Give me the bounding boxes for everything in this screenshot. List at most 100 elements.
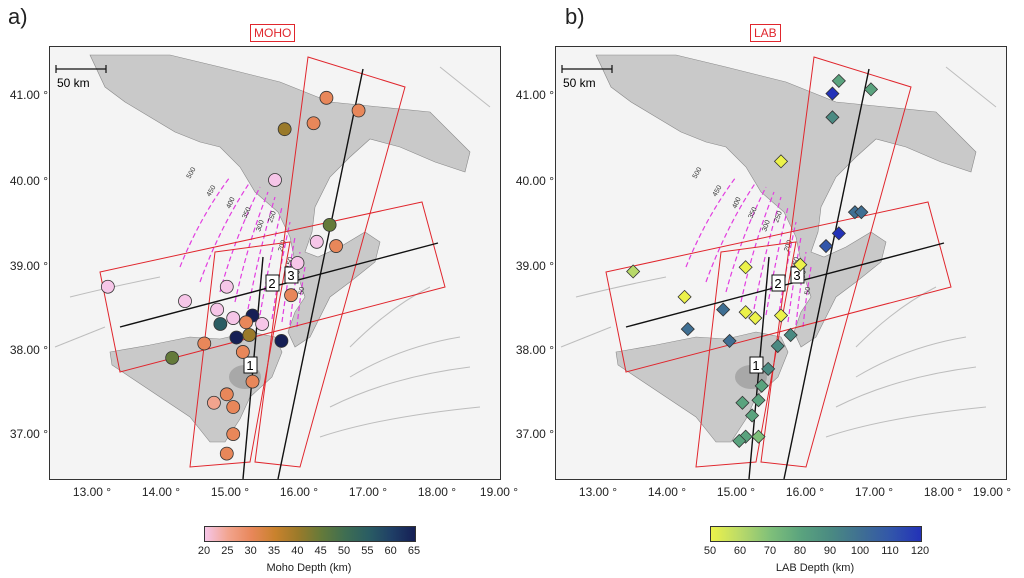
scale-bar: 50 km xyxy=(561,65,613,90)
moho-station-marker xyxy=(245,374,260,389)
panel-b-map-svg: 500 450 400 350 300 250 200 150 100 50 1… xyxy=(556,47,1006,479)
moho-station-marker xyxy=(268,173,282,187)
moho-station-marker xyxy=(306,116,321,131)
lon-tick: 19.00 ° xyxy=(479,485,519,499)
moho-colorbar-label: Moho Depth (km) xyxy=(266,562,352,574)
lab-stations xyxy=(626,73,879,448)
lon-tick: 15.00 ° xyxy=(210,485,250,499)
moho-colorbar xyxy=(204,526,416,542)
panel-b-letter: b) xyxy=(565,4,585,29)
lab-station-marker xyxy=(626,264,641,279)
moho-stations xyxy=(100,90,366,461)
colorbar-tick-label: 120 xyxy=(910,545,930,557)
profile-boxes xyxy=(99,56,446,468)
contour-label: 250 xyxy=(267,210,278,223)
lat-tick: 39.00 ° xyxy=(515,259,554,273)
lon-tick: 17.00 ° xyxy=(348,485,388,499)
lab-station-marker xyxy=(677,289,692,304)
lab-station-marker xyxy=(773,154,789,169)
lab-station-marker xyxy=(751,429,766,444)
lab-station-marker xyxy=(735,395,750,410)
colorbar-tick-label: 25 xyxy=(221,545,234,557)
lab-station-marker xyxy=(722,333,737,348)
panel-a-map: 500 450 400 350 300 250 200 150 100 50 1 xyxy=(49,46,501,480)
panel-a-title: MOHO xyxy=(250,24,296,42)
contour-label: 300 xyxy=(761,219,772,232)
profile-label-2: 2 xyxy=(774,276,781,291)
lab-station-marker xyxy=(831,226,846,241)
contour-label: 500 xyxy=(186,166,198,180)
contour-label: 250 xyxy=(773,210,784,223)
moho-station-marker xyxy=(165,350,180,365)
lon-tick: 13.00 ° xyxy=(578,485,618,499)
lab-station-marker xyxy=(751,393,766,408)
lon-tick: 16.00 ° xyxy=(785,485,825,499)
lab-station-marker xyxy=(745,408,760,423)
contour-labels: 500 450 400 350 300 250 200 150 100 50 xyxy=(186,166,307,295)
lab-station-marker xyxy=(732,433,747,448)
contour-label: 150 xyxy=(285,256,295,269)
panel-a-map-svg: 500 450 400 350 300 250 200 150 100 50 1 xyxy=(50,47,500,479)
panel-b-title: LAB xyxy=(750,24,781,42)
lat-tick: 37.00 ° xyxy=(515,427,554,441)
contour-label: 400 xyxy=(225,196,236,210)
lat-tick: 39.00 ° xyxy=(9,259,48,273)
colorbar-tick-label: 35 xyxy=(267,545,281,557)
contour-label: 50 xyxy=(298,286,306,295)
lab-station-marker xyxy=(770,338,785,354)
profile-label-3: 3 xyxy=(793,268,800,283)
moho-station-marker xyxy=(226,400,241,414)
lon-tick: 16.00 ° xyxy=(279,485,319,499)
contour-label: 450 xyxy=(712,184,724,198)
moho-station-marker xyxy=(309,234,324,249)
colorbar-tick-label: 110 xyxy=(881,545,899,557)
lat-tick: 40.00 ° xyxy=(9,174,48,188)
moho-station-marker xyxy=(351,103,366,118)
fault-lines xyxy=(560,66,997,438)
colorbar-tick-label: 50 xyxy=(337,545,351,557)
lon-tick: 18.00 ° xyxy=(923,485,963,499)
lab-colorbar xyxy=(710,526,922,542)
scale-bar: 50 km xyxy=(55,65,107,90)
moho-station-marker xyxy=(277,122,292,137)
colorbar-tick-label: 20 xyxy=(197,545,211,557)
contour-label: 200 xyxy=(783,239,794,252)
lab-station-marker xyxy=(831,73,846,88)
moho-station-marker xyxy=(197,336,212,351)
colorbar-tick-label: 65 xyxy=(407,545,421,557)
lab-station-marker xyxy=(761,361,776,376)
colorbar-tick-label: 60 xyxy=(733,545,747,557)
lab-station-marker xyxy=(754,378,769,393)
moho-station-marker xyxy=(274,334,289,348)
profile-labels: 1 2 3 xyxy=(749,266,805,374)
moho-station-marker xyxy=(226,311,241,325)
contour-label: 200 xyxy=(277,239,288,252)
contour-label: 350 xyxy=(747,206,758,220)
lab-station-marker xyxy=(738,305,753,320)
lab-station-marker xyxy=(793,257,808,272)
moho-station-marker xyxy=(284,288,298,303)
contour-label: 50 xyxy=(804,286,812,295)
moho-station-marker xyxy=(242,328,257,342)
profile-label-1: 1 xyxy=(246,358,253,373)
lat-tick: 41.00 ° xyxy=(515,88,554,102)
lat-tick: 38.00 ° xyxy=(9,343,48,357)
lab-colorbar-label: LAB Depth (km) xyxy=(775,562,855,574)
moho-station-marker xyxy=(329,239,343,253)
moho-colorbar-ticks: 20 25 30 35 40 45 50 55 60 65 xyxy=(198,545,420,559)
moho-station-marker xyxy=(219,446,234,461)
lat-tick: 40.00 ° xyxy=(515,174,554,188)
colorbar-tick-label: 55 xyxy=(361,545,374,557)
moho-station-marker xyxy=(322,217,337,232)
profile-label-3: 3 xyxy=(287,268,294,283)
colorbar-tick-label: 45 xyxy=(314,545,327,557)
contour-label: 500 xyxy=(692,166,704,180)
lab-colorbar-ticks: 50 60 70 80 90 100 110 120 xyxy=(704,545,929,559)
profile-label-1: 1 xyxy=(752,358,759,373)
moho-station-marker xyxy=(319,90,334,105)
colorbar-tick-label: 50 xyxy=(703,545,717,557)
lat-tick: 41.00 ° xyxy=(9,88,48,102)
lab-station-marker xyxy=(863,82,879,97)
scale-label: 50 km xyxy=(57,76,90,90)
lat-tick: 37.00 ° xyxy=(9,427,48,441)
